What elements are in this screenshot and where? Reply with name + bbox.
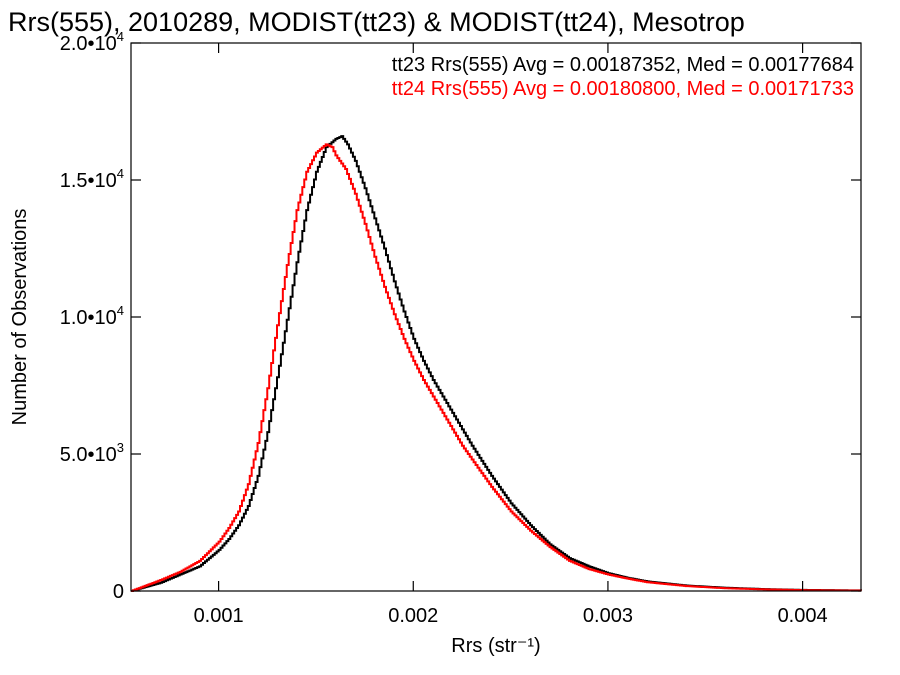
y-tick-mantissa: 2.0•10 [60, 33, 117, 55]
y-tick-exponent: 4 [117, 303, 124, 318]
series-layer [131, 135, 862, 592]
x-tick-label: 0.003 [583, 605, 633, 627]
y-tick-exponent: 3 [117, 440, 124, 455]
y-tick-exponent: 4 [117, 166, 124, 181]
y-tick-label: 5.0•103 [60, 440, 124, 466]
x-tick-label: 0.001 [194, 605, 244, 627]
y-tick-label: 0 [113, 581, 124, 603]
chart-title: Rrs(555), 2010289, MODIST(tt23) & MODIST… [8, 7, 745, 37]
tick-layer: 0.001 0.002 0.003 0.00405.0•1031.0•1041.5•1… [60, 29, 861, 627]
y-tick-label: 1.5•104 [60, 166, 124, 192]
y-tick-mantissa: 1.0•10 [60, 307, 117, 329]
x-tick-label: 0.004 [778, 605, 828, 627]
y-tick-exponent: 4 [117, 29, 124, 44]
legend-entry: tt23 Rrs(555) Avg = 0.00187352, Med = 0.… [392, 54, 854, 76]
y-tick-mantissa: 5.0•10 [60, 444, 117, 466]
y-tick-mantissa: 1.5•10 [60, 170, 117, 192]
y-axis-label: Number of Observations [9, 209, 31, 426]
x-tick-label: 0.002 [388, 605, 438, 627]
legend: tt23 Rrs(555) Avg = 0.00187352, Med = 0.… [392, 54, 854, 100]
series-line-2 [131, 143, 862, 592]
legend-entry: tt24 Rrs(555) Avg = 0.00180800, Med = 0.… [392, 78, 854, 100]
y-tick-mantissa: 0 [113, 581, 124, 603]
x-axis-label: Rrs (str⁻¹) [451, 635, 540, 657]
y-tick-label: 2.0•104 [60, 29, 124, 55]
y-tick-label: 1.0•104 [60, 303, 124, 329]
